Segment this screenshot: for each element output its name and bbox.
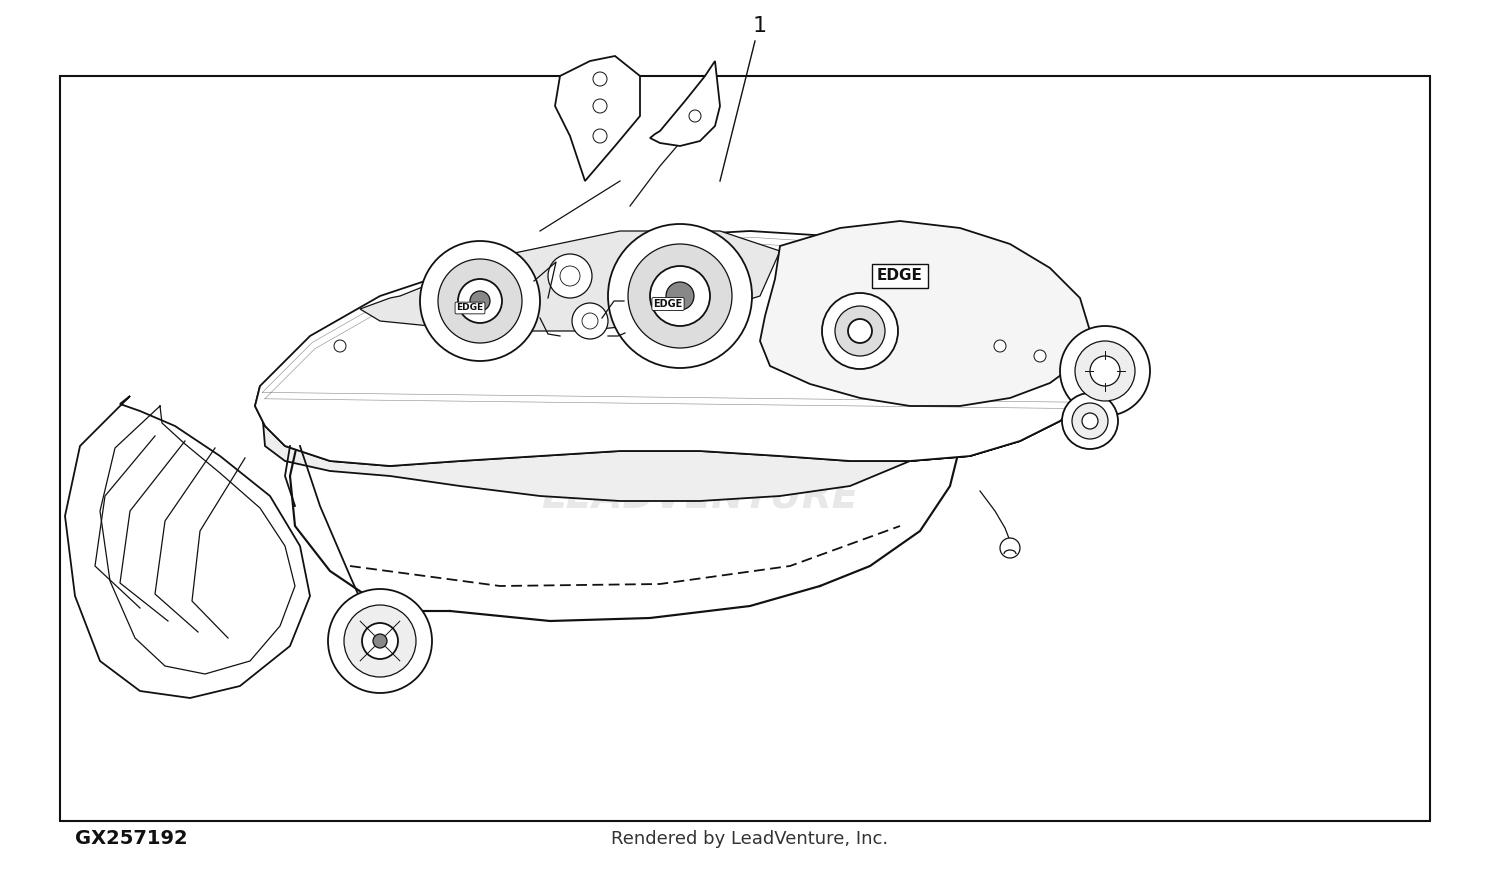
Circle shape bbox=[362, 623, 398, 659]
Circle shape bbox=[836, 306, 885, 356]
Circle shape bbox=[548, 254, 592, 298]
Text: EDGE: EDGE bbox=[456, 303, 483, 313]
Circle shape bbox=[572, 303, 608, 339]
Circle shape bbox=[458, 279, 503, 323]
Circle shape bbox=[420, 241, 540, 361]
Polygon shape bbox=[555, 56, 640, 181]
Circle shape bbox=[608, 224, 752, 368]
Circle shape bbox=[328, 589, 432, 693]
Polygon shape bbox=[760, 221, 1090, 406]
Circle shape bbox=[334, 340, 346, 352]
Circle shape bbox=[650, 266, 710, 326]
Circle shape bbox=[1076, 341, 1136, 401]
Circle shape bbox=[470, 291, 490, 311]
Circle shape bbox=[374, 634, 387, 648]
Circle shape bbox=[592, 72, 608, 86]
Circle shape bbox=[994, 340, 1006, 352]
Text: EDGE: EDGE bbox=[878, 269, 922, 284]
Circle shape bbox=[592, 99, 608, 113]
Circle shape bbox=[688, 110, 700, 122]
Circle shape bbox=[666, 282, 694, 310]
Circle shape bbox=[847, 319, 871, 343]
Circle shape bbox=[344, 605, 416, 677]
Circle shape bbox=[1034, 350, 1046, 362]
Circle shape bbox=[822, 293, 898, 369]
Circle shape bbox=[1060, 326, 1150, 416]
Text: 1: 1 bbox=[753, 16, 766, 36]
Circle shape bbox=[560, 266, 580, 286]
Polygon shape bbox=[360, 231, 780, 331]
Circle shape bbox=[628, 244, 732, 348]
Circle shape bbox=[1090, 356, 1120, 386]
Bar bbox=[60, 76, 1429, 821]
Circle shape bbox=[1062, 393, 1118, 449]
Text: LEADVENTURE: LEADVENTURE bbox=[542, 477, 858, 515]
Circle shape bbox=[1082, 413, 1098, 429]
Text: GX257192: GX257192 bbox=[75, 829, 188, 848]
Circle shape bbox=[1000, 538, 1020, 558]
Circle shape bbox=[582, 313, 598, 329]
Text: Rendered by LeadVenture, Inc.: Rendered by LeadVenture, Inc. bbox=[612, 830, 888, 848]
Polygon shape bbox=[64, 396, 310, 698]
Polygon shape bbox=[255, 231, 1100, 466]
Circle shape bbox=[592, 129, 608, 143]
Text: EDGE: EDGE bbox=[654, 299, 682, 309]
Circle shape bbox=[438, 259, 522, 343]
Circle shape bbox=[1072, 403, 1108, 439]
Polygon shape bbox=[650, 61, 720, 146]
Polygon shape bbox=[255, 366, 1100, 501]
